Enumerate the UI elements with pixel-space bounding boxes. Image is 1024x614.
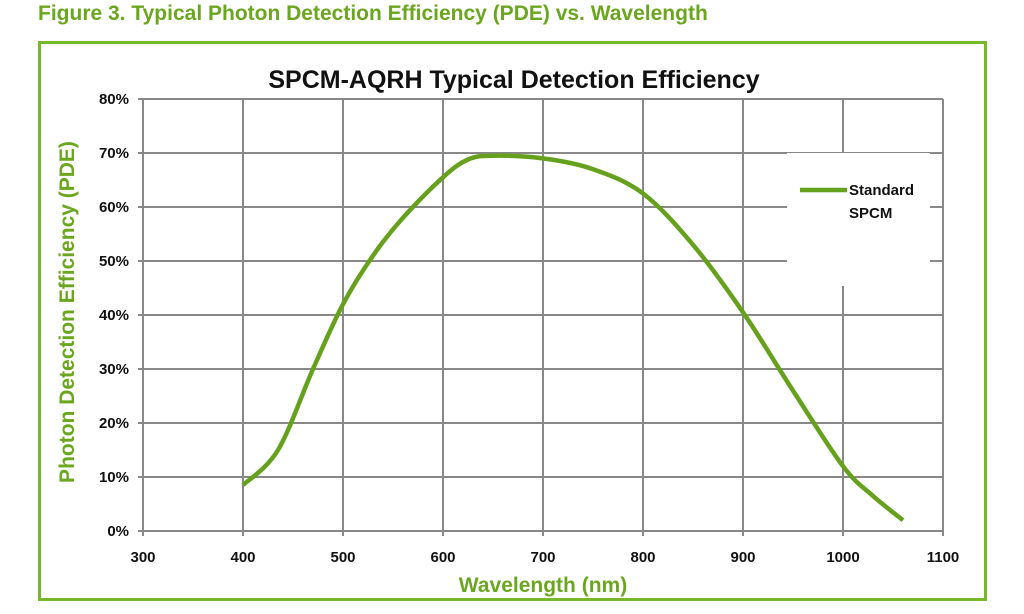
chart-frame: [38, 41, 987, 601]
x-tick-label: 1100: [927, 549, 960, 566]
x-axis-label: Wavelength (nm): [459, 574, 627, 597]
legend: Standard SPCM: [787, 153, 930, 286]
y-tick-label: 50%: [99, 253, 129, 270]
y-axis-label: Photon Detection Efficiency (PDE): [56, 141, 79, 483]
tick-labels: 300 400 500 600 700 800 900 1000 1100 0% 10% 20% 30%…: [99, 91, 959, 566]
legend-label: Standard: [849, 182, 914, 199]
x-tick-label: 500: [330, 549, 355, 566]
y-tick-label: 0%: [107, 523, 129, 540]
x-tick-label: 900: [730, 549, 755, 566]
y-tick-label: 30%: [99, 361, 129, 378]
figure-caption: Figure 3. Typical Photon Detection Effic…: [38, 2, 708, 25]
x-tick-label: 400: [230, 549, 255, 566]
y-tick-label: 70%: [99, 145, 129, 162]
x-tick-label: 800: [630, 549, 655, 566]
series-layer: [241, 153, 905, 522]
chart-title: SPCM-AQRH Typical Detection Efficiency: [268, 66, 759, 94]
x-tick-label: 700: [530, 549, 555, 566]
x-tick-label: 600: [430, 549, 455, 566]
x-tick-label: 300: [130, 549, 155, 566]
legend-box: [787, 153, 930, 286]
y-tick-label: 60%: [99, 199, 129, 216]
y-tick-label: 40%: [99, 307, 129, 324]
y-tick-label: 10%: [99, 469, 129, 486]
series-line-standard-spcm: [241, 153, 905, 522]
y-tick-label: 80%: [99, 91, 129, 108]
y-tick-label: 20%: [99, 415, 129, 432]
x-tick-label: 1000: [826, 549, 859, 566]
legend-label: SPCM: [849, 205, 892, 222]
